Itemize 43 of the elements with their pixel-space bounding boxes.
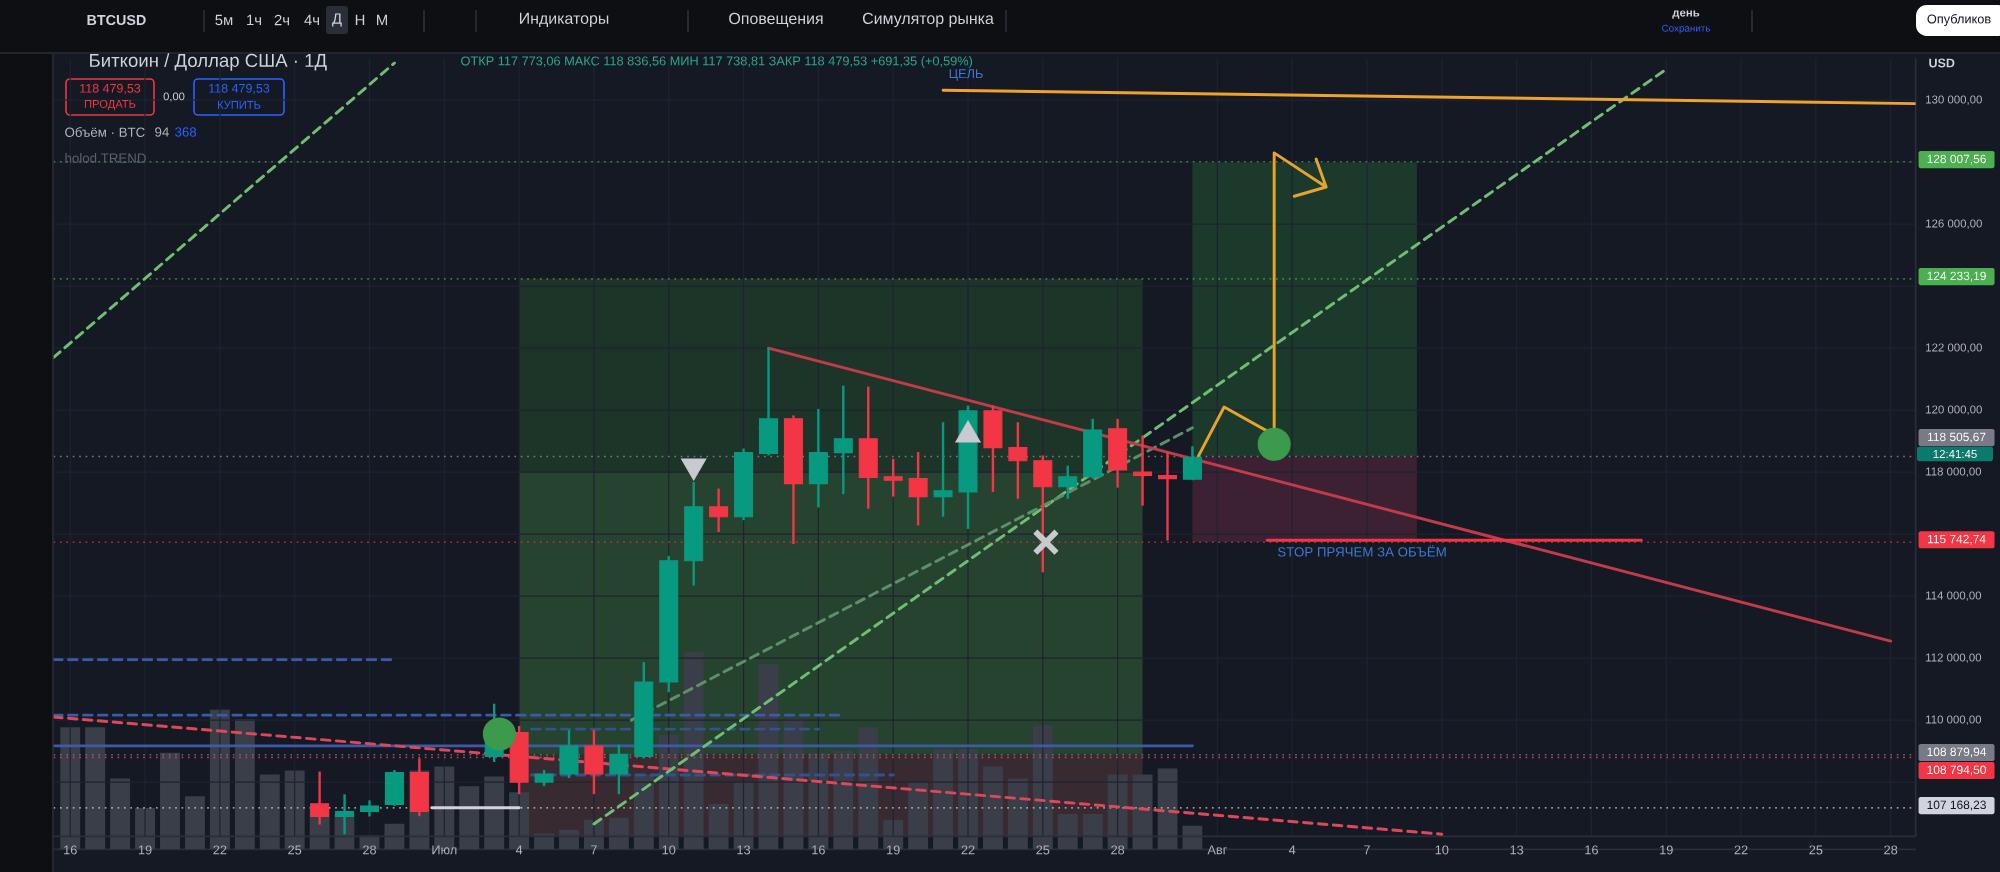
bar (858, 727, 879, 850)
bar (384, 823, 405, 850)
bar (160, 752, 180, 850)
candlestick (1008, 421, 1028, 500)
bar (908, 782, 929, 850)
bar (559, 829, 579, 850)
bar (1057, 813, 1078, 850)
bar (110, 778, 131, 850)
bar (459, 786, 480, 850)
candlestick (709, 487, 729, 534)
candlestick (1058, 464, 1078, 500)
candlestick (808, 407, 828, 509)
bar (633, 774, 654, 850)
bar (608, 817, 629, 850)
candlestick (858, 385, 878, 510)
bar (85, 727, 106, 850)
bar (484, 776, 505, 850)
bar (708, 804, 729, 850)
candlestick (1182, 445, 1202, 482)
bar (1082, 813, 1103, 850)
bar (1007, 778, 1028, 850)
chart-title: Биткоин / Доллар США · 1Д (90, 53, 327, 71)
candlestick (933, 421, 953, 518)
bar (234, 719, 255, 850)
candlestick (908, 450, 928, 527)
candlestick (559, 728, 579, 780)
bar (1182, 825, 1203, 850)
bar (184, 796, 205, 850)
bar (933, 748, 954, 850)
candlestick (833, 384, 853, 496)
bar (982, 766, 1003, 850)
candlestick (758, 346, 779, 457)
candlestick (1083, 417, 1103, 480)
candlestick (983, 404, 1003, 494)
candlestick (1133, 434, 1153, 507)
bar (1132, 774, 1153, 850)
candlestick (609, 743, 629, 796)
candlestick (384, 768, 404, 808)
candlestick (883, 457, 903, 498)
candlestick (1033, 454, 1053, 574)
candlestick (1108, 417, 1128, 489)
bar (833, 750, 854, 850)
bar (259, 774, 280, 850)
